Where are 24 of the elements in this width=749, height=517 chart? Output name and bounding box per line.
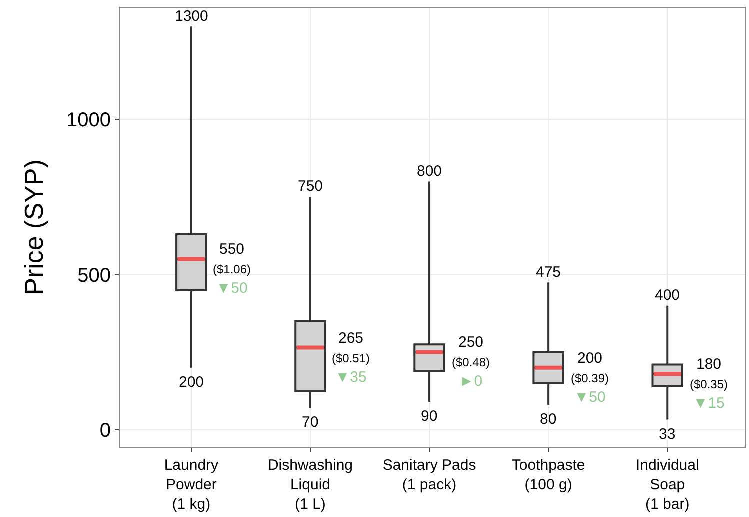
annotation: 70: [302, 414, 319, 431]
annotation: 200: [179, 374, 204, 391]
y-tick-label: 500: [78, 264, 111, 287]
annotation: 90: [421, 408, 438, 425]
y-axis-title: Price (SYP): [18, 160, 49, 296]
x-tick-label: Toothpaste (100 g): [512, 457, 586, 494]
annotation: 80: [540, 411, 557, 428]
y-tick-label: 0: [100, 420, 111, 442]
annotation: 550 ($1.06) ▼50: [213, 241, 252, 297]
annotation: 33: [659, 426, 676, 443]
annotation: 400: [655, 287, 680, 304]
annotation: 265 ($0.51) ▼35: [332, 330, 370, 386]
x-tick-label: Individual Soap (1 bar): [636, 457, 700, 513]
annotation: 200 ($0.39) ▼50: [571, 350, 610, 406]
annotation: 750: [298, 178, 324, 195]
annotation: 1300: [175, 8, 208, 25]
annotation: 250 ($0.48) ►0: [452, 334, 490, 390]
annotation: 180 ($0.35) ▼15: [690, 356, 728, 412]
x-tick-label: Dishwashing Liquid (1 L): [268, 457, 354, 513]
y-tick-label: 1000: [66, 110, 111, 132]
x-tick-label: Sanitary Pads (1 pack): [382, 457, 476, 494]
x-tick-label: Laundry Powder (1 kg): [164, 457, 220, 513]
annotation: 475: [536, 264, 562, 281]
annotation: 800: [417, 163, 442, 180]
